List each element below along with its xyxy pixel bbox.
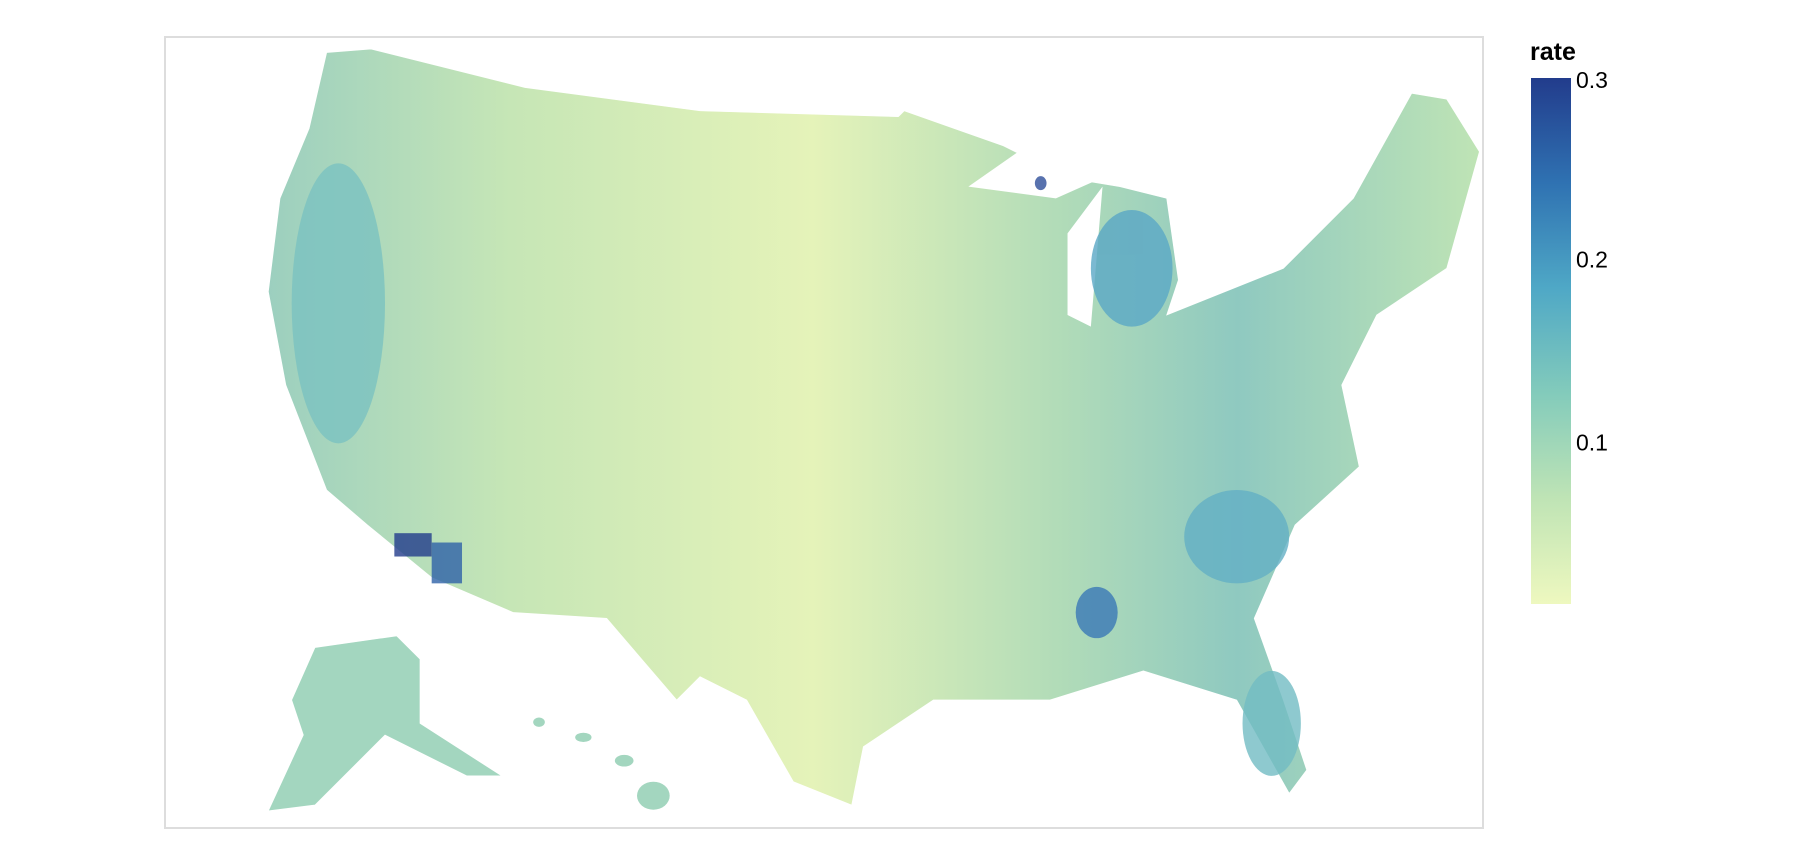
alaska (267, 635, 503, 812)
legend-tick-label: 0.2 (1576, 246, 1608, 272)
great-lakes (968, 145, 1109, 327)
legend-gradient (1531, 78, 1571, 604)
hawaii (533, 717, 670, 810)
high-rate-areas (291, 163, 1301, 776)
map-shapes (267, 48, 1480, 812)
legend-title: rate (1530, 38, 1576, 66)
legend-tick-label: 0.1 (1576, 430, 1608, 456)
legend-tick-label: 0.3 (1576, 67, 1608, 93)
